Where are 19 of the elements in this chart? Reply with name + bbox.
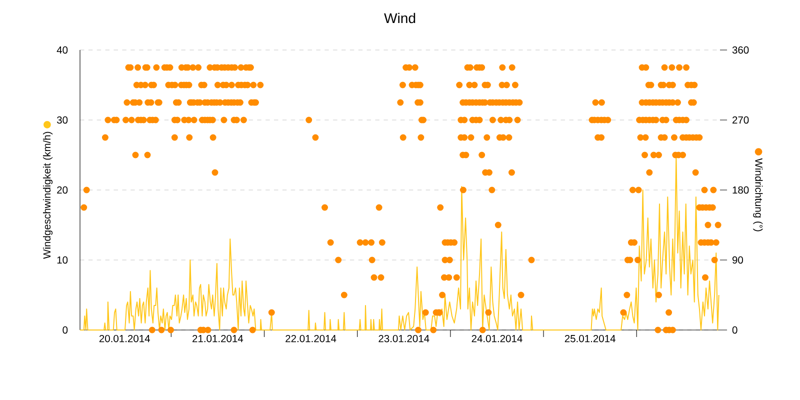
y-tick-label: 40 <box>56 46 68 54</box>
y-tick-label: 30 <box>56 116 68 124</box>
y2-tick-label: 0 <box>732 326 738 334</box>
chart-title: Wind <box>384 12 416 24</box>
x-tick-label: 23.01.2014 <box>378 334 430 342</box>
y2-tick-label: 360 <box>732 46 749 54</box>
y-tick-label: 20 <box>57 186 68 194</box>
x-tick-label: 25.01.2014 <box>564 334 616 342</box>
y2-tick-label: 90 <box>732 256 743 264</box>
x-tick-label: 21.01.2014 <box>192 334 244 342</box>
x-tick-label: 20.01.2014 <box>99 334 150 342</box>
y-tick-label: 0 <box>62 326 68 334</box>
x-tick-label: 24.01.2014 <box>472 334 522 342</box>
y-axis-title: Windgeschwindigkeit (km/h) <box>43 132 53 259</box>
y2-axis-title: Windrichtung (°) <box>753 158 763 232</box>
y2-tick-label: 180 <box>732 186 749 194</box>
y2-tick-label: 270 <box>732 116 749 124</box>
x-tick-label: 22.01.2014 <box>286 334 336 342</box>
y-tick-label: 10 <box>57 256 68 264</box>
